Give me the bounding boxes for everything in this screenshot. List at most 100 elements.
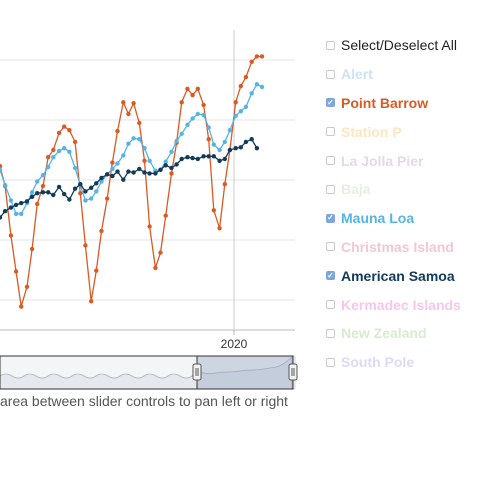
data-point-american-samoa[interactable] xyxy=(233,146,238,151)
data-point-point-barrow[interactable] xyxy=(163,213,168,218)
data-point-point-barrow[interactable] xyxy=(243,74,249,80)
data-point-point-barrow[interactable] xyxy=(29,246,35,252)
data-point-mauna-loa[interactable] xyxy=(211,142,216,147)
data-point-point-barrow[interactable] xyxy=(99,228,104,234)
data-point-american-samoa[interactable] xyxy=(190,155,195,161)
legend-item-new-zealand[interactable]: New Zealand xyxy=(326,319,476,348)
data-point-american-samoa[interactable] xyxy=(13,202,19,208)
data-point-mauna-loa[interactable] xyxy=(35,179,40,184)
checkbox-icon[interactable] xyxy=(326,127,335,137)
data-point-point-barrow[interactable] xyxy=(24,284,30,289)
data-point-point-barrow[interactable] xyxy=(13,269,19,274)
data-point-mauna-loa[interactable] xyxy=(67,149,72,154)
data-point-mauna-loa[interactable] xyxy=(2,182,8,188)
data-point-mauna-loa[interactable] xyxy=(137,137,142,142)
data-point-point-barrow[interactable] xyxy=(105,196,110,201)
data-point-point-barrow[interactable] xyxy=(169,171,174,176)
data-point-point-barrow[interactable] xyxy=(233,100,238,105)
data-point-point-barrow[interactable] xyxy=(72,139,78,145)
data-point-point-barrow[interactable] xyxy=(78,191,83,196)
data-point-american-samoa[interactable] xyxy=(61,191,67,197)
data-point-american-samoa[interactable] xyxy=(46,190,51,195)
data-point-american-samoa[interactable] xyxy=(110,173,115,179)
select-all-toggle[interactable]: Select/Deselect All xyxy=(326,31,476,60)
data-point-american-samoa[interactable] xyxy=(99,175,104,181)
checkbox-icon[interactable] xyxy=(326,184,335,194)
data-point-point-barrow[interactable] xyxy=(46,155,51,160)
data-point-mauna-loa[interactable] xyxy=(29,190,35,195)
data-point-american-samoa[interactable] xyxy=(179,156,184,162)
slider-handle-left[interactable] xyxy=(192,363,202,381)
data-point-american-samoa[interactable] xyxy=(126,169,131,174)
data-point-mauna-loa[interactable] xyxy=(115,161,120,166)
data-point-american-samoa[interactable] xyxy=(29,194,35,199)
data-point-mauna-loa[interactable] xyxy=(51,155,56,160)
data-point-mauna-loa[interactable] xyxy=(126,141,131,146)
legend-item-christmas-island[interactable]: Christmas Island xyxy=(326,233,476,262)
data-point-american-samoa[interactable] xyxy=(35,191,40,196)
data-point-mauna-loa[interactable] xyxy=(19,211,24,217)
data-point-american-samoa[interactable] xyxy=(56,184,62,190)
data-point-mauna-loa[interactable] xyxy=(227,128,233,133)
data-point-american-samoa[interactable] xyxy=(0,215,3,220)
data-point-american-samoa[interactable] xyxy=(211,154,216,159)
data-point-american-samoa[interactable] xyxy=(94,181,99,186)
data-point-american-samoa[interactable] xyxy=(137,166,142,172)
legend-item-baja[interactable]: Baja xyxy=(326,175,476,204)
data-point-point-barrow[interactable] xyxy=(67,128,72,133)
data-point-point-barrow[interactable] xyxy=(19,304,24,309)
legend-item-station-p[interactable]: Station P xyxy=(326,117,476,146)
data-point-point-barrow[interactable] xyxy=(249,59,254,64)
data-point-american-samoa[interactable] xyxy=(51,192,56,198)
checkbox-icon[interactable] xyxy=(326,69,335,79)
data-point-mauna-loa[interactable] xyxy=(259,84,265,90)
checked-checkbox-icon[interactable] xyxy=(326,271,335,281)
legend-item-kermadec-islands[interactable]: Kermadec Islands xyxy=(326,290,476,319)
data-point-mauna-loa[interactable] xyxy=(0,167,3,172)
data-point-point-barrow[interactable] xyxy=(158,250,163,255)
data-point-point-barrow[interactable] xyxy=(142,158,147,163)
data-point-mauna-loa[interactable] xyxy=(13,211,19,217)
data-point-american-samoa[interactable] xyxy=(243,139,249,145)
data-point-american-samoa[interactable] xyxy=(8,205,14,210)
data-point-american-samoa[interactable] xyxy=(222,156,227,162)
data-point-american-samoa[interactable] xyxy=(121,177,126,182)
data-point-point-barrow[interactable] xyxy=(254,54,260,59)
data-point-point-barrow[interactable] xyxy=(190,92,195,98)
legend-item-point-barrow[interactable]: Point Barrow xyxy=(326,89,476,118)
data-point-mauna-loa[interactable] xyxy=(201,112,206,118)
data-point-american-samoa[interactable] xyxy=(78,182,83,187)
data-point-mauna-loa[interactable] xyxy=(195,111,200,117)
data-point-point-barrow[interactable] xyxy=(51,147,56,153)
data-point-point-barrow[interactable] xyxy=(89,299,94,304)
data-point-mauna-loa[interactable] xyxy=(147,158,152,163)
data-point-mauna-loa[interactable] xyxy=(163,159,168,164)
data-point-point-barrow[interactable] xyxy=(195,86,200,92)
data-point-american-samoa[interactable] xyxy=(206,154,211,159)
data-point-point-barrow[interactable] xyxy=(126,111,131,117)
data-point-point-barrow[interactable] xyxy=(147,224,152,229)
data-point-american-samoa[interactable] xyxy=(254,146,260,151)
data-point-american-samoa[interactable] xyxy=(67,197,72,202)
data-point-mauna-loa[interactable] xyxy=(121,153,126,158)
legend-item-south-pole[interactable]: South Pole xyxy=(326,348,476,377)
data-point-mauna-loa[interactable] xyxy=(56,148,62,154)
data-point-mauna-loa[interactable] xyxy=(217,147,222,153)
data-point-point-barrow[interactable] xyxy=(238,83,243,89)
legend-item-alert[interactable]: Alert xyxy=(326,60,476,89)
checked-checkbox-icon[interactable] xyxy=(326,98,335,108)
data-point-mauna-loa[interactable] xyxy=(254,82,260,87)
data-point-mauna-loa[interactable] xyxy=(142,146,147,151)
data-point-mauna-loa[interactable] xyxy=(61,146,67,151)
data-point-american-samoa[interactable] xyxy=(83,189,88,194)
data-point-american-samoa[interactable] xyxy=(201,154,206,159)
data-point-point-barrow[interactable] xyxy=(206,137,211,142)
data-point-point-barrow[interactable] xyxy=(222,182,227,187)
data-point-american-samoa[interactable] xyxy=(24,199,30,204)
data-point-american-samoa[interactable] xyxy=(217,158,222,163)
data-point-mauna-loa[interactable] xyxy=(131,136,136,141)
data-point-point-barrow[interactable] xyxy=(8,233,14,238)
data-point-mauna-loa[interactable] xyxy=(249,91,254,96)
data-point-american-samoa[interactable] xyxy=(40,190,46,195)
data-point-point-barrow[interactable] xyxy=(115,128,120,134)
